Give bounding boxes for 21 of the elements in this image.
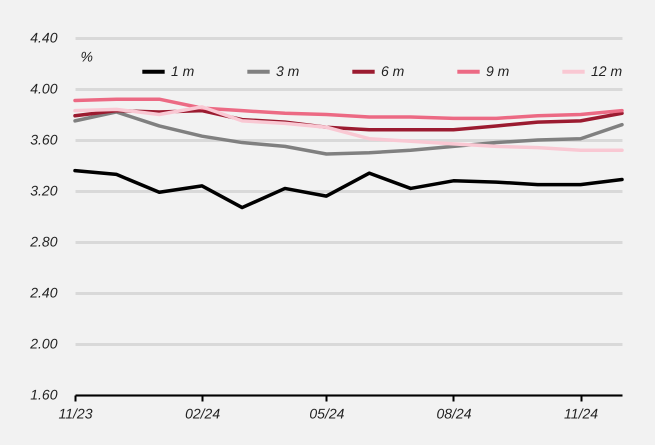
y-axis-title: % xyxy=(80,48,93,64)
x-tick-label: 02/24 xyxy=(185,406,220,422)
x-tick-label: 05/24 xyxy=(309,406,345,422)
line-series xyxy=(73,97,624,120)
x-tick-label: 11/23 xyxy=(58,406,93,422)
legend-label: 3 m xyxy=(276,62,300,79)
x-tick-label: 11/24 xyxy=(564,406,598,422)
y-tick-label: 2.80 xyxy=(29,234,58,250)
y-tick-label: 3.20 xyxy=(30,182,58,198)
legend-label: 12 m xyxy=(591,62,622,79)
line-series xyxy=(73,168,624,210)
y-tick-label: 4.00 xyxy=(30,80,58,96)
legend-label: 1 m xyxy=(171,62,195,79)
y-tick-label: 2.40 xyxy=(29,284,58,300)
y-tick-label: 4.40 xyxy=(30,30,58,46)
legend-label: 6 m xyxy=(381,62,405,79)
x-tick-label: 08/24 xyxy=(436,406,472,422)
y-tick-label: 2.00 xyxy=(29,336,58,352)
legend-label: 9 m xyxy=(486,62,510,79)
y-tick-label: 1.60 xyxy=(30,386,58,402)
y-tick-label: 3.60 xyxy=(30,132,58,148)
